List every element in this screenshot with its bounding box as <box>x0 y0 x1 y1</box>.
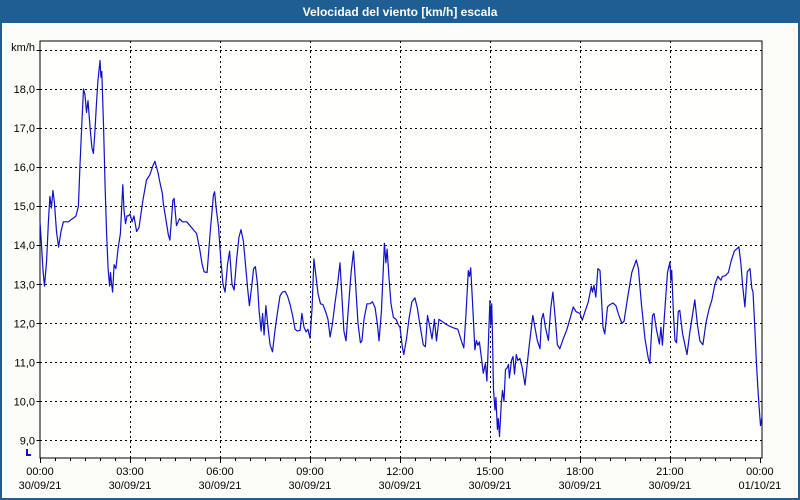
x-axis-labels: 00:00 30/09/21 03:00 30/09/21 06:00 30/09/21 0… <box>19 466 782 492</box>
y-axis-unit-label: km/h <box>11 42 35 54</box>
y-axis-ticks <box>36 50 40 441</box>
x-tick-date-label: 30/09/21 <box>289 480 332 492</box>
y-axis-labels: 18,0 17,0 16,0 15,0 14,0 13,0 12,0 11,0 10,0 9,0 k… <box>11 42 35 447</box>
y-tick-label: 18,0 <box>14 84 35 96</box>
chart-area: 18,0 17,0 16,0 15,0 14,0 13,0 12,0 11,0 10,0 9,0 k… <box>2 23 798 498</box>
y-gridlines <box>40 50 762 441</box>
window-title: Velocidad del viento [km/h] escala <box>302 5 498 19</box>
y-tick-label: 14,0 <box>14 240 35 252</box>
y-tick-label: 10,0 <box>14 396 35 408</box>
y-tick-label: 11,0 <box>14 357 35 369</box>
x-axis-ticks <box>40 458 761 463</box>
x-tick-time-label: 00:00 <box>26 466 54 478</box>
y-tick-label: 9,0 <box>20 435 35 447</box>
x-tick-date-label: 30/09/21 <box>648 480 691 492</box>
x-tick-date-label: 30/09/21 <box>559 480 602 492</box>
x-tick-time-label: 00:00 <box>746 466 774 478</box>
y-tick-label: 15,0 <box>14 201 35 213</box>
plot-area <box>39 40 763 459</box>
x-tick-date-label: 30/09/21 <box>109 480 152 492</box>
wind-speed-chart: 18,0 17,0 16,0 15,0 14,0 13,0 12,0 11,0 10,0 9,0 k… <box>11 40 782 492</box>
x-tick-time-label: 12:00 <box>386 466 414 478</box>
x-tick-time-label: 18:00 <box>566 466 594 478</box>
y-tick-label: 16,0 <box>14 162 35 174</box>
scroll-marker-icon <box>26 449 31 456</box>
x-tick-date-label: 30/09/21 <box>199 480 242 492</box>
x-tick-time-label: 09:00 <box>296 466 324 478</box>
x-tick-date-label: 30/09/21 <box>469 480 512 492</box>
wind-speed-line <box>39 59 763 438</box>
x-tick-date-label: 30/09/21 <box>379 480 422 492</box>
x-tick-date-label: 01/10/21 <box>738 480 781 492</box>
window-title-bar: Velocidad del viento [km/h] escala <box>2 2 798 23</box>
x-tick-time-label: 03:00 <box>116 466 144 478</box>
x-tick-date-label: 30/09/21 <box>19 480 62 492</box>
y-tick-label: 17,0 <box>14 123 35 135</box>
x-tick-time-label: 15:00 <box>476 466 504 478</box>
y-tick-label: 13,0 <box>14 279 35 291</box>
x-tick-time-label: 06:00 <box>206 466 234 478</box>
y-tick-label: 12,0 <box>14 318 35 330</box>
x-tick-time-label: 21:00 <box>656 466 684 478</box>
